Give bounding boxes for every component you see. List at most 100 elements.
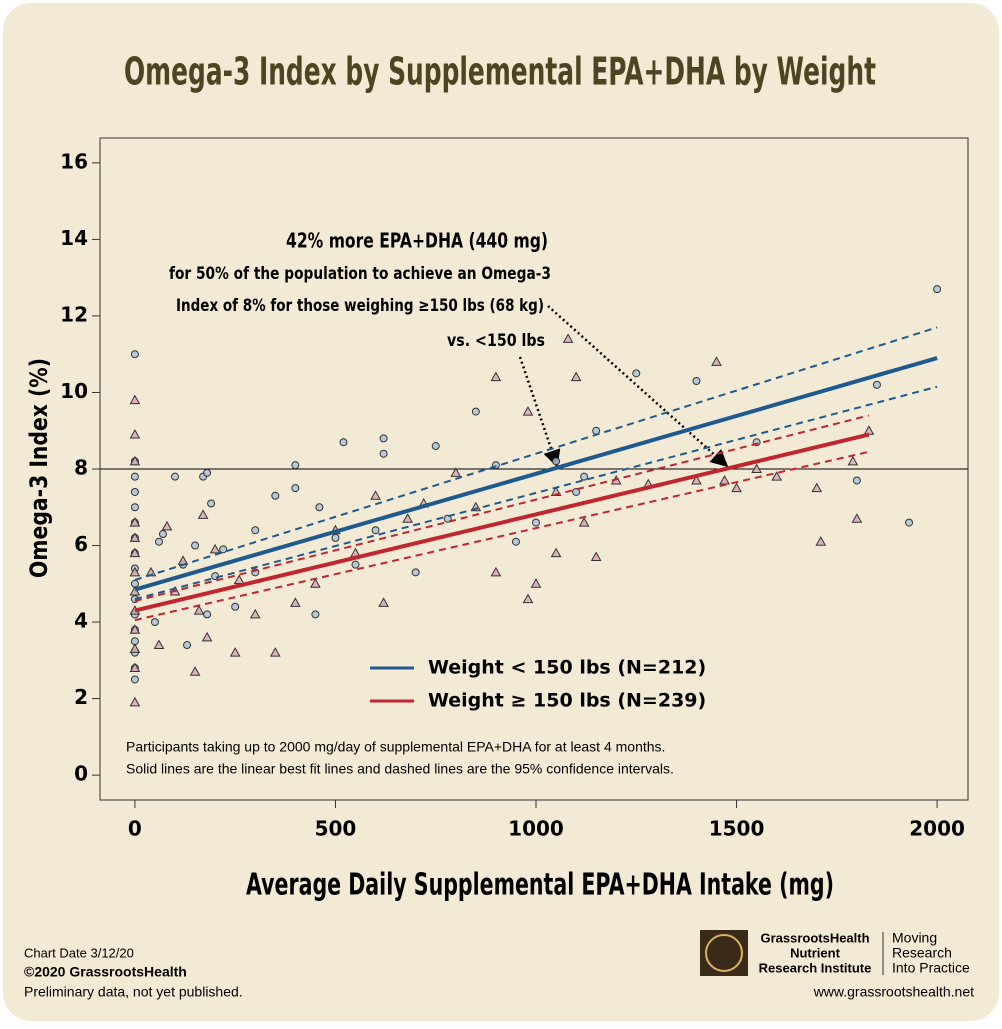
- org-name: GrassrootsHealth: [760, 930, 869, 945]
- point: [130, 487, 139, 496]
- notes: Participants taking up to 2000 mg/day of…: [126, 739, 674, 777]
- point: [197, 509, 209, 519]
- point: [852, 476, 861, 485]
- point: [572, 487, 581, 496]
- point: [550, 547, 562, 558]
- chart-date: Chart Date 3/12/20: [24, 945, 134, 960]
- point: [130, 472, 139, 481]
- point: [289, 597, 301, 607]
- point: [371, 526, 380, 535]
- y-tick-label: 16: [60, 149, 88, 173]
- annotation-line: vs. <150 lbs: [447, 331, 545, 351]
- point: [129, 662, 141, 672]
- x-tick-label: 1000: [508, 817, 564, 841]
- point: [378, 597, 389, 607]
- status: Preliminary data, not yet published.: [24, 984, 243, 1000]
- point: [552, 457, 561, 466]
- org-name: Nutrient: [790, 945, 841, 960]
- tagline: Research: [892, 945, 952, 961]
- tagline: Into Practice: [892, 960, 970, 976]
- point: [351, 560, 360, 569]
- point: [233, 574, 245, 584]
- y-tick-label: 10: [60, 379, 88, 403]
- point: [872, 380, 881, 389]
- y-tick-label: 12: [60, 302, 88, 326]
- point: [231, 602, 240, 611]
- point: [522, 406, 534, 416]
- y-tick-label: 6: [74, 532, 88, 556]
- point: [815, 536, 827, 546]
- point: [580, 472, 589, 481]
- point: [311, 610, 320, 619]
- x-tick-label: 0: [128, 817, 142, 841]
- point: [511, 537, 520, 546]
- point: [189, 666, 201, 676]
- point: [171, 472, 180, 481]
- point: [129, 547, 141, 558]
- point: [193, 605, 205, 615]
- point: [933, 285, 942, 294]
- x-tick-label: 1500: [709, 817, 765, 841]
- point: [129, 566, 141, 577]
- point: [751, 463, 762, 473]
- point: [379, 434, 388, 443]
- point: [271, 491, 280, 500]
- point: [129, 532, 141, 542]
- point: [490, 371, 502, 382]
- logo: [700, 930, 748, 976]
- x-axis-label: Average Daily Supplemental EPA+DHA Intak…: [246, 868, 834, 903]
- confidence-line: [134, 385, 938, 601]
- point: [905, 518, 914, 527]
- point: [522, 593, 534, 604]
- point: [129, 517, 141, 527]
- point: [490, 566, 502, 577]
- point: [562, 333, 574, 343]
- background: [3, 3, 999, 1021]
- fit-line: [134, 356, 938, 592]
- point: [129, 643, 141, 653]
- point: [532, 518, 541, 527]
- logo: [705, 934, 743, 972]
- footer: Chart Date 3/12/20 ©2020 GrassrootsHealt…: [24, 930, 974, 1000]
- chart-title: Omega-3 Index by Supplemental EPA+DHA by…: [124, 50, 876, 94]
- point: [370, 490, 381, 500]
- point: [431, 442, 440, 451]
- point: [158, 530, 167, 539]
- org-name: Research Institute: [759, 960, 872, 975]
- point: [379, 449, 388, 458]
- annotation-line: Index of 8% for those weighing ≥150 lbs …: [176, 296, 544, 316]
- confidence-line: [134, 414, 870, 602]
- point: [203, 468, 212, 477]
- annotation-line: for 50% of the population to achieve an …: [169, 264, 551, 284]
- point: [130, 675, 139, 684]
- point: [129, 455, 141, 466]
- point: [402, 513, 414, 523]
- y-tick-label: 4: [74, 609, 88, 633]
- point: [811, 482, 823, 493]
- point: [590, 551, 602, 562]
- annotation-line: 42% more EPA+DHA (440 mg): [286, 229, 548, 253]
- point: [154, 537, 163, 546]
- legend-label: Weight < 150 lbs (N=212): [428, 657, 706, 679]
- point: [130, 350, 139, 359]
- arrow: [518, 356, 561, 468]
- y-tick-label: 2: [74, 685, 88, 709]
- point: [229, 647, 241, 657]
- legend-label: Weight ≥ 150 lbs (N=239): [428, 690, 706, 712]
- point: [129, 394, 141, 405]
- note: Participants taking up to 2000 mg/day of…: [126, 739, 665, 755]
- point: [269, 647, 281, 657]
- url: www.grassrootshealth.net: [813, 984, 974, 1000]
- point: [129, 696, 141, 707]
- point: [331, 533, 340, 542]
- copyright: ©2020 GrassrootsHealth: [24, 964, 187, 980]
- point: [731, 482, 742, 493]
- point: [471, 407, 480, 416]
- point: [711, 356, 722, 366]
- point: [339, 438, 348, 447]
- point: [251, 526, 260, 535]
- point: [249, 608, 261, 619]
- point: [411, 568, 420, 577]
- point: [851, 513, 863, 523]
